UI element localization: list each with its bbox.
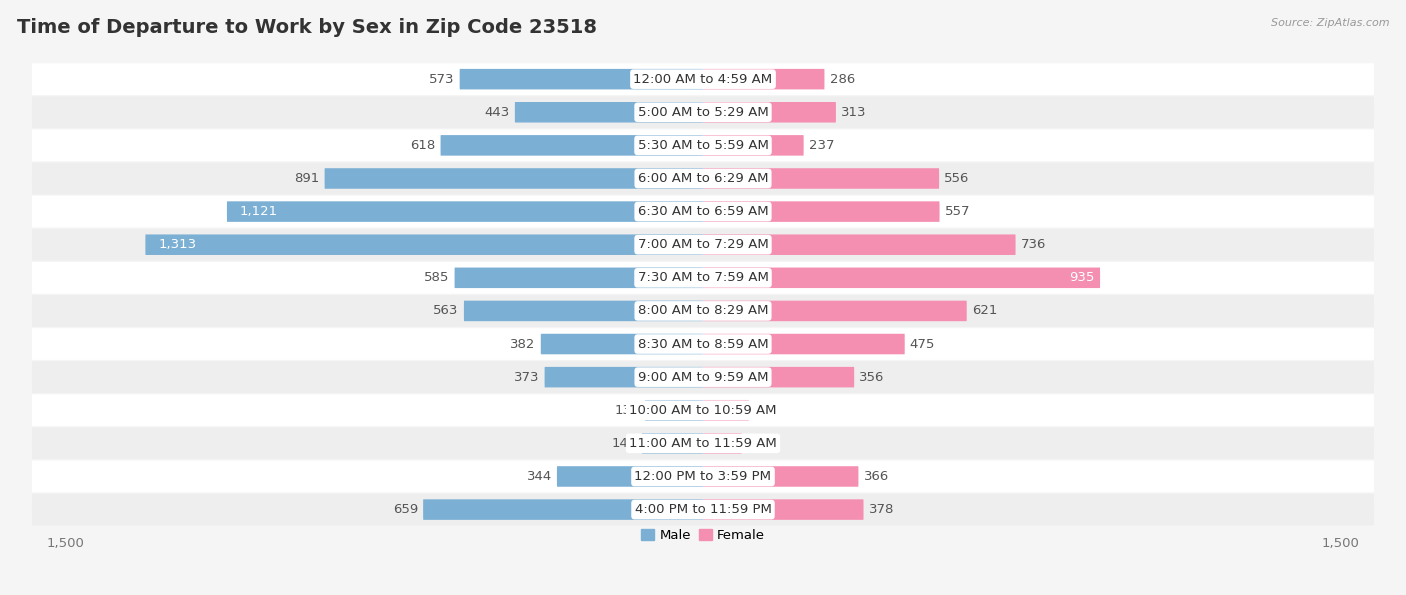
FancyBboxPatch shape [32,162,1374,195]
Text: 11:00 AM to 11:59 AM: 11:00 AM to 11:59 AM [628,437,778,450]
Text: 366: 366 [863,470,889,483]
Text: 108: 108 [754,404,779,416]
Text: 736: 736 [1021,238,1046,251]
FancyBboxPatch shape [703,334,904,354]
FancyBboxPatch shape [703,367,855,387]
Text: 12:00 PM to 3:59 PM: 12:00 PM to 3:59 PM [634,470,772,483]
Text: 443: 443 [485,106,510,119]
Text: 621: 621 [972,305,997,317]
FancyBboxPatch shape [32,494,1374,525]
FancyBboxPatch shape [460,69,703,89]
Text: 4:00 PM to 11:59 PM: 4:00 PM to 11:59 PM [634,503,772,516]
FancyBboxPatch shape [32,328,1374,360]
Text: 556: 556 [945,172,970,185]
FancyBboxPatch shape [32,262,1374,294]
Text: Time of Departure to Work by Sex in Zip Code 23518: Time of Departure to Work by Sex in Zip … [17,18,598,37]
Text: 137: 137 [614,404,640,416]
FancyBboxPatch shape [32,361,1374,393]
Text: 563: 563 [433,305,458,317]
FancyBboxPatch shape [32,394,1374,426]
FancyBboxPatch shape [703,268,1099,288]
Text: 382: 382 [510,337,536,350]
Text: 573: 573 [429,73,454,86]
Text: 475: 475 [910,337,935,350]
FancyBboxPatch shape [703,499,863,520]
Text: 6:00 AM to 6:29 AM: 6:00 AM to 6:29 AM [638,172,768,185]
Text: 378: 378 [869,503,894,516]
FancyBboxPatch shape [440,135,703,156]
Text: 237: 237 [808,139,834,152]
FancyBboxPatch shape [32,130,1374,161]
FancyBboxPatch shape [557,466,703,487]
FancyBboxPatch shape [32,427,1374,459]
Text: 12:00 AM to 4:59 AM: 12:00 AM to 4:59 AM [634,73,772,86]
FancyBboxPatch shape [145,234,703,255]
FancyBboxPatch shape [32,196,1374,227]
FancyBboxPatch shape [226,201,703,222]
Text: 1,121: 1,121 [239,205,278,218]
Text: 5:30 AM to 5:59 AM: 5:30 AM to 5:59 AM [637,139,769,152]
Text: 8:30 AM to 8:59 AM: 8:30 AM to 8:59 AM [638,337,768,350]
Text: 659: 659 [392,503,418,516]
FancyBboxPatch shape [703,400,749,421]
FancyBboxPatch shape [544,367,703,387]
Text: 618: 618 [411,139,436,152]
FancyBboxPatch shape [541,334,703,354]
FancyBboxPatch shape [32,63,1374,95]
FancyBboxPatch shape [32,295,1374,327]
FancyBboxPatch shape [32,229,1374,261]
FancyBboxPatch shape [703,69,824,89]
FancyBboxPatch shape [703,466,859,487]
FancyBboxPatch shape [703,300,967,321]
Text: 5:00 AM to 5:29 AM: 5:00 AM to 5:29 AM [638,106,768,119]
Text: 10:00 AM to 10:59 AM: 10:00 AM to 10:59 AM [630,404,776,416]
Text: 1,313: 1,313 [157,238,197,251]
FancyBboxPatch shape [703,102,837,123]
Text: 7:00 AM to 7:29 AM: 7:00 AM to 7:29 AM [638,238,768,251]
Text: 557: 557 [945,205,970,218]
Text: 373: 373 [515,371,540,384]
Text: 356: 356 [859,371,884,384]
FancyBboxPatch shape [645,400,703,421]
FancyBboxPatch shape [464,300,703,321]
Text: 91: 91 [747,437,763,450]
FancyBboxPatch shape [703,168,939,189]
FancyBboxPatch shape [703,433,741,453]
Text: 8:00 AM to 8:29 AM: 8:00 AM to 8:29 AM [638,305,768,317]
FancyBboxPatch shape [32,461,1374,493]
Text: 344: 344 [527,470,551,483]
FancyBboxPatch shape [325,168,703,189]
Text: Source: ZipAtlas.com: Source: ZipAtlas.com [1271,18,1389,28]
FancyBboxPatch shape [703,135,804,156]
Text: 891: 891 [294,172,319,185]
Text: 6:30 AM to 6:59 AM: 6:30 AM to 6:59 AM [638,205,768,218]
FancyBboxPatch shape [703,201,939,222]
FancyBboxPatch shape [703,234,1015,255]
Text: 585: 585 [425,271,450,284]
FancyBboxPatch shape [32,96,1374,128]
FancyBboxPatch shape [454,268,703,288]
Text: 935: 935 [1070,271,1095,284]
Text: 286: 286 [830,73,855,86]
Legend: Male, Female: Male, Female [636,524,770,547]
FancyBboxPatch shape [643,433,703,453]
FancyBboxPatch shape [515,102,703,123]
Text: 144: 144 [612,437,637,450]
Text: 9:00 AM to 9:59 AM: 9:00 AM to 9:59 AM [638,371,768,384]
Text: 7:30 AM to 7:59 AM: 7:30 AM to 7:59 AM [637,271,769,284]
Text: 313: 313 [841,106,866,119]
FancyBboxPatch shape [423,499,703,520]
